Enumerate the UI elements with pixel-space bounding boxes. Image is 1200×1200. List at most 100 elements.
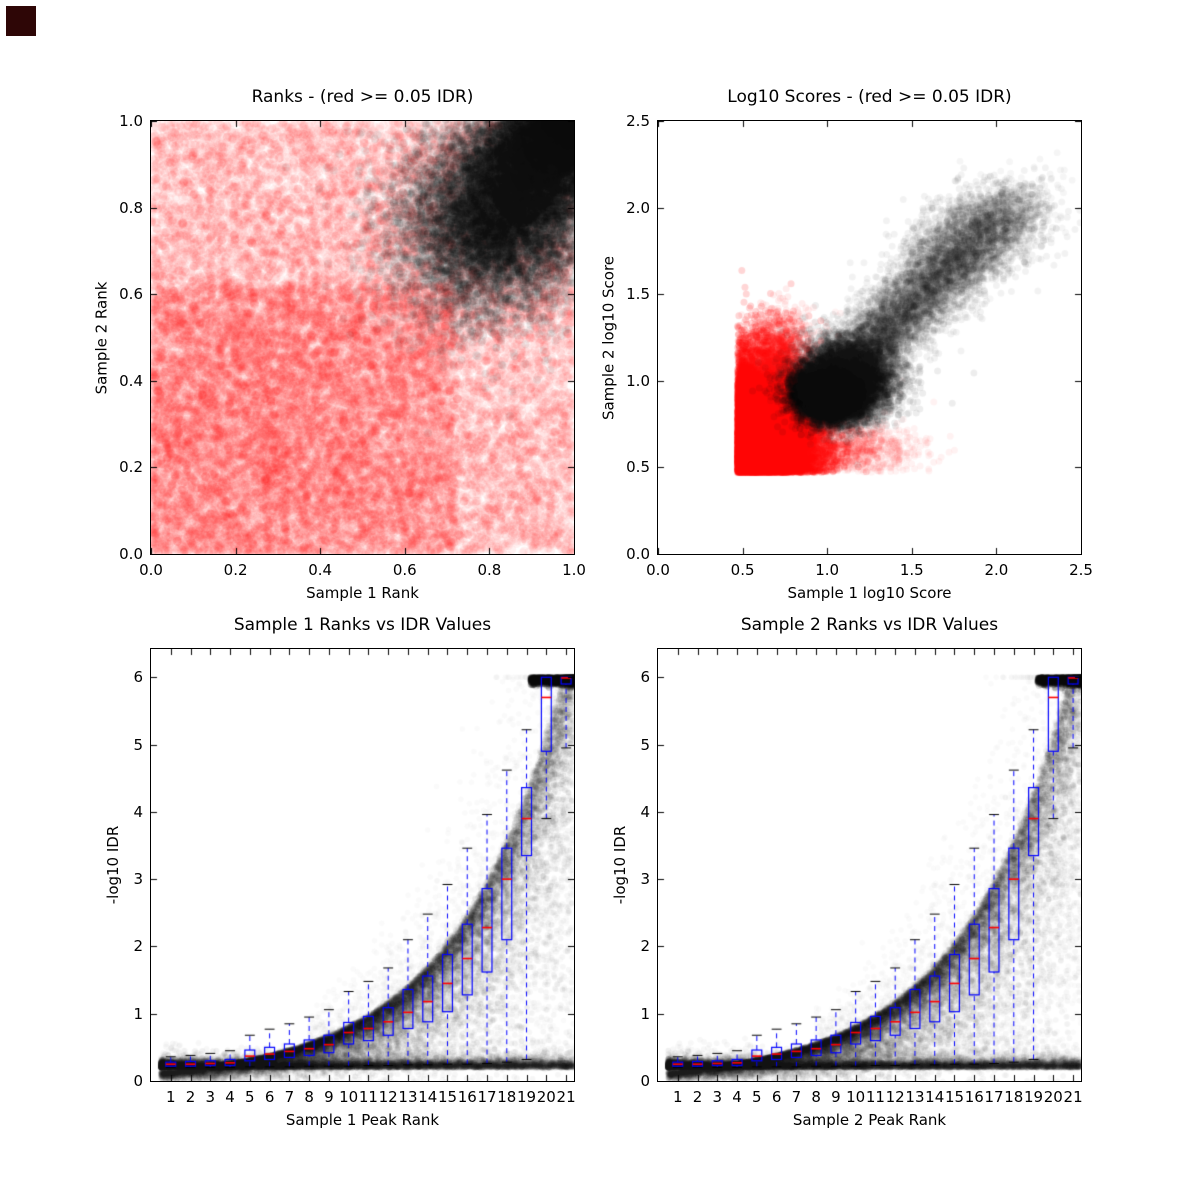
x-tick-label: 2 xyxy=(692,1088,703,1106)
y-tick-label: 0.8 xyxy=(119,198,143,217)
chart-title: Sample 2 Ranks vs IDR Values xyxy=(740,615,999,635)
x-tick-label: 2 xyxy=(185,1088,196,1106)
x-tick-label: 0.0 xyxy=(139,561,163,579)
x-tick-label: 14 xyxy=(418,1088,438,1106)
y-tick-label: 2.0 xyxy=(626,198,650,217)
subplot-ranks: Ranks - (red >= 0.05 IDR) Sample 1 Rank … xyxy=(92,87,586,602)
x-tick-label: 6 xyxy=(771,1088,782,1106)
y-tick-label: 3 xyxy=(133,870,143,889)
x-tick-label: 6 xyxy=(264,1088,275,1106)
y-tick-label: 0.0 xyxy=(119,545,143,563)
chart-title: Ranks - (red >= 0.05 IDR) xyxy=(251,87,474,107)
x-tick-label: 5 xyxy=(752,1088,762,1106)
y-tick-label: 6 xyxy=(640,668,650,687)
x-tick-label: 0.2 xyxy=(223,561,248,579)
x-tick-label: 19 xyxy=(517,1088,537,1106)
sample2-idr-plot-canvas xyxy=(658,649,1081,1081)
x-tick-label: 11 xyxy=(865,1088,885,1106)
y-tick-label: 3 xyxy=(640,870,650,889)
x-tick-label: 12 xyxy=(885,1088,905,1106)
x-tick-label: 3 xyxy=(712,1088,723,1106)
x-tick-label: 0.4 xyxy=(308,561,333,579)
x-tick-label: 16 xyxy=(457,1088,477,1106)
x-tick-label: 1.0 xyxy=(815,561,840,579)
y-tick-label: 2.5 xyxy=(626,112,650,130)
x-tick-label: 19 xyxy=(1024,1088,1044,1106)
x-tick-label: 3 xyxy=(205,1088,216,1106)
x-tick-label: 20 xyxy=(1043,1088,1063,1106)
y-tick-label: 1.5 xyxy=(626,285,650,304)
x-tick-label: 0.6 xyxy=(392,561,417,579)
artifact-square xyxy=(6,6,36,36)
x-tick-label: 7 xyxy=(284,1088,295,1106)
y-tick-label: 1.0 xyxy=(626,371,650,390)
x-tick-label: 7 xyxy=(791,1088,802,1106)
x-axis-label: Sample 1 log10 Score xyxy=(787,584,952,602)
y-tick-label: 1 xyxy=(133,1004,143,1023)
x-axis-label: Sample 1 Rank xyxy=(306,584,419,602)
x-tick-label: 11 xyxy=(358,1088,378,1106)
x-tick-label: 17 xyxy=(477,1088,497,1106)
sample1-idr-plot-canvas xyxy=(151,649,574,1081)
x-tick-label: 12 xyxy=(378,1088,398,1106)
x-tick-label: 9 xyxy=(831,1088,841,1106)
x-tick-label: 10 xyxy=(339,1088,359,1106)
y-tick-label: 2 xyxy=(640,937,650,956)
y-tick-label: 0.0 xyxy=(626,545,650,563)
y-tick-label: 5 xyxy=(133,735,143,754)
x-axis-label: Sample 1 Peak Rank xyxy=(285,1111,440,1129)
x-tick-label: 5 xyxy=(245,1088,255,1106)
y-tick-label: 1.0 xyxy=(119,112,143,130)
x-tick-label: 20 xyxy=(536,1088,556,1106)
x-tick-label: 15 xyxy=(437,1088,458,1106)
y-tick-label: 0.2 xyxy=(119,458,143,477)
x-tick-label: 8 xyxy=(811,1088,821,1106)
x-tick-label: 1.0 xyxy=(562,561,586,579)
x-tick-label: 15 xyxy=(944,1088,965,1106)
x-tick-label: 4 xyxy=(732,1088,742,1106)
x-tick-label: 0.8 xyxy=(477,561,502,579)
subplot-sample1-idr: Sample 1 Ranks vs IDR Values Sample 1 Pe… xyxy=(104,615,576,1129)
chart-title: Log10 Scores - (red >= 0.05 IDR) xyxy=(727,87,1012,107)
x-tick-label: 13 xyxy=(398,1088,418,1106)
y-tick-label: 2 xyxy=(133,937,143,956)
y-tick-label: 5 xyxy=(640,735,650,754)
x-tick-label: 18 xyxy=(1004,1088,1024,1106)
x-tick-label: 1 xyxy=(166,1088,176,1106)
x-tick-label: 0.0 xyxy=(646,561,670,579)
x-tick-label: 1.5 xyxy=(899,561,924,579)
x-axis-label: Sample 2 Peak Rank xyxy=(792,1111,947,1129)
x-tick-label: 21 xyxy=(1063,1088,1083,1106)
y-tick-label: 4 xyxy=(640,802,650,821)
y-tick-label: 0 xyxy=(640,1072,650,1090)
y-tick-label: 0 xyxy=(133,1072,143,1090)
y-tick-label: 1 xyxy=(640,1004,650,1023)
x-tick-label: 9 xyxy=(324,1088,334,1106)
y-tick-label: 0.6 xyxy=(119,285,143,304)
chart-title: Sample 1 Ranks vs IDR Values xyxy=(233,615,492,635)
subplot-log10-scores: Log10 Scores - (red >= 0.05 IDR) Sample … xyxy=(599,87,1093,602)
scores-plot-canvas xyxy=(658,121,1081,554)
y-tick-label: 0.5 xyxy=(626,458,650,477)
y-tick-label: 0.4 xyxy=(119,371,143,390)
x-tick-label: 2.5 xyxy=(1069,561,1093,579)
x-tick-label: 14 xyxy=(925,1088,945,1106)
x-tick-label: 2.0 xyxy=(984,561,1009,579)
y-axis-label: Sample 2 log10 Score xyxy=(599,255,617,420)
x-tick-label: 8 xyxy=(304,1088,314,1106)
x-tick-label: 17 xyxy=(984,1088,1004,1106)
x-tick-label: 16 xyxy=(964,1088,984,1106)
x-tick-label: 18 xyxy=(497,1088,517,1106)
y-tick-label: 4 xyxy=(133,802,143,821)
x-tick-label: 1 xyxy=(673,1088,683,1106)
x-tick-label: 21 xyxy=(556,1088,576,1106)
x-tick-label: 10 xyxy=(846,1088,866,1106)
x-tick-label: 13 xyxy=(905,1088,925,1106)
y-axis-label: Sample 2 Rank xyxy=(92,281,110,394)
subplot-sample2-idr: Sample 2 Ranks vs IDR Values Sample 2 Pe… xyxy=(611,615,1083,1129)
y-tick-label: 6 xyxy=(133,668,143,687)
ranks-plot-canvas xyxy=(151,121,574,554)
x-tick-label: 4 xyxy=(225,1088,235,1106)
x-tick-label: 0.5 xyxy=(730,561,755,579)
